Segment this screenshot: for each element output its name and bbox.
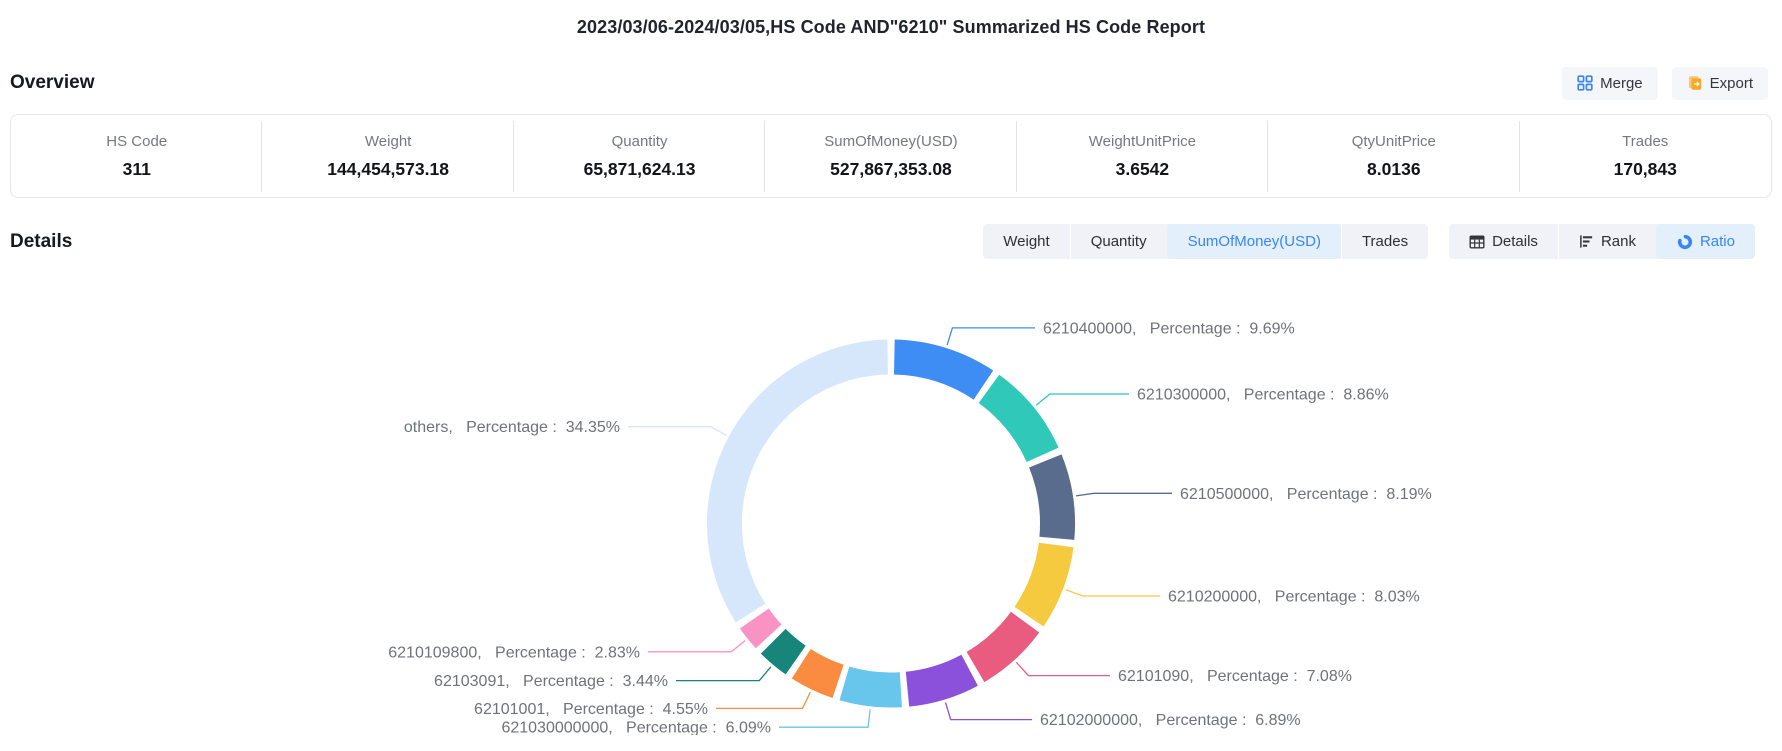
export-button-label: Export xyxy=(1709,74,1753,92)
stat-value: 311 xyxy=(122,158,151,179)
slice-label-62102000000: 62102000000, Percentage : 6.89% xyxy=(1040,712,1301,729)
stat-sum-of-money: SumOfMoney(USD) 527,867,353.08 xyxy=(765,120,1018,192)
details-heading: Details xyxy=(10,230,73,252)
slice-label-6210109800: 6210109800, Percentage : 2.83% xyxy=(388,644,640,661)
report-title-bar: 2023/03/06-2024/03/05,HS Code AND"6210" … xyxy=(0,0,1782,47)
pie-slice-62101001[interactable] xyxy=(791,649,844,698)
details-header-row: Details Weight Quantity SumOfMoney(USD) … xyxy=(10,223,1755,260)
slice-label-62101090: 62101090, Percentage : 7.08% xyxy=(1118,668,1352,685)
stat-label: HS Code xyxy=(106,132,168,150)
ratio-donut-chart: 6210400000, Percentage : 9.69% 6210300000… xyxy=(388,320,1432,735)
stat-value: 65,871,624.13 xyxy=(583,158,696,179)
stat-value: 8.0136 xyxy=(1367,158,1421,179)
overview-actions: Merge Export xyxy=(1562,66,1768,100)
stat-label: Trades xyxy=(1622,132,1669,150)
merge-button-label: Merge xyxy=(1600,74,1643,92)
slice-label-621030000000: 621030000000, Percentage : 6.09% xyxy=(501,720,771,735)
stat-value: 527,867,353.08 xyxy=(830,158,952,179)
rank-icon xyxy=(1579,234,1594,249)
pie-slice-621030000000[interactable] xyxy=(839,666,902,708)
tab-details-view[interactable]: Details xyxy=(1449,224,1558,259)
label-leader-line xyxy=(648,640,746,653)
view-tab-group: Details Rank xyxy=(1449,224,1755,259)
stat-value: 144,454,573.18 xyxy=(327,158,449,179)
stat-value: 170,843 xyxy=(1613,158,1677,179)
slice-label-62101001: 62101001, Percentage : 4.55% xyxy=(474,701,708,718)
tab-quantity[interactable]: Quantity xyxy=(1069,224,1167,259)
label-leader-line xyxy=(716,691,811,710)
stat-hs-code: HS Code 311 xyxy=(11,120,263,192)
stat-label: Weight xyxy=(364,132,412,150)
label-leader-line xyxy=(676,666,772,682)
metric-tab-group: Weight Quantity SumOfMoney(USD) Trades xyxy=(983,224,1429,259)
tab-rank-view[interactable]: Rank xyxy=(1557,224,1656,259)
pie-slice-6210300000[interactable] xyxy=(978,374,1059,462)
overview-heading: Overview xyxy=(10,72,95,93)
pie-slice-6210200000[interactable] xyxy=(1014,542,1074,627)
stat-label: SumOfMoney(USD) xyxy=(824,132,958,150)
label-leader-line xyxy=(946,327,1035,346)
details-tab-groups: Weight Quantity SumOfMoney(USD) Trades D… xyxy=(983,224,1755,259)
label-leader-line xyxy=(1035,393,1129,406)
label-leader-line xyxy=(1075,492,1172,497)
merge-button[interactable]: Merge xyxy=(1562,66,1658,100)
pie-slice-62102000000[interactable] xyxy=(905,654,978,707)
overview-stat-card: HS Code 311 Weight 144,454,573.18 Quanti… xyxy=(10,114,1772,198)
stat-label: WeightUnitPrice xyxy=(1088,132,1197,150)
table-icon xyxy=(1469,234,1485,250)
slice-label-6210400000: 6210400000, Percentage : 9.69% xyxy=(1043,320,1295,337)
tab-sum-of-money[interactable]: SumOfMoney(USD) xyxy=(1166,224,1341,259)
label-leader-line xyxy=(944,702,1032,721)
pie-slice-62103091[interactable] xyxy=(760,628,806,675)
tab-details-label: Details xyxy=(1492,233,1538,250)
pie-slice-6210109800[interactable] xyxy=(739,608,782,649)
donut-icon xyxy=(1677,234,1693,250)
stat-value: 3.6542 xyxy=(1115,158,1170,179)
tab-ratio-label: Ratio xyxy=(1699,233,1735,250)
slice-label-others: others, Percentage : 34.35% xyxy=(404,419,620,436)
tab-rank-label: Rank xyxy=(1600,233,1636,250)
tab-ratio-view[interactable]: Ratio xyxy=(1655,224,1755,259)
label-leader-line xyxy=(1065,589,1160,597)
label-leader-line xyxy=(628,426,727,436)
pie-slice-6210500000[interactable] xyxy=(1029,454,1076,540)
pie-slice-62101090[interactable] xyxy=(966,611,1040,683)
export-icon xyxy=(1687,75,1703,91)
merge-icon xyxy=(1577,75,1593,91)
slice-label-62103091: 62103091, Percentage : 3.44% xyxy=(434,673,668,690)
tab-weight[interactable]: Weight xyxy=(983,224,1069,259)
stat-weight: Weight 144,454,573.18 xyxy=(262,120,515,192)
pie-slice-6210400000[interactable] xyxy=(894,339,994,400)
stat-label: Quantity xyxy=(611,132,668,150)
pie-slice-others[interactable] xyxy=(706,339,888,623)
tab-trades[interactable]: Trades xyxy=(1340,224,1428,259)
export-button[interactable]: Export xyxy=(1671,66,1768,100)
stat-weight-unit-price: WeightUnitPrice 3.6542 xyxy=(1017,120,1269,192)
label-leader-line xyxy=(1015,661,1110,677)
label-leader-line xyxy=(779,709,871,728)
ratio-chart-area: 6210400000, Percentage : 9.69% 6210300000… xyxy=(0,260,1782,735)
stat-label: QtyUnitPrice xyxy=(1351,132,1436,150)
slice-label-6210200000: 6210200000, Percentage : 8.03% xyxy=(1168,589,1420,606)
stat-quantity: Quantity 65,871,624.13 xyxy=(514,120,766,192)
stat-trades: Trades 170,843 xyxy=(1520,127,1771,186)
stat-qty-unit-price: QtyUnitPrice 8.0136 xyxy=(1268,120,1520,192)
slice-label-6210300000: 6210300000, Percentage : 8.86% xyxy=(1137,387,1389,404)
slice-label-6210500000: 6210500000, Percentage : 8.19% xyxy=(1180,486,1432,503)
overview-header-row: Overview Merge Export xyxy=(10,65,1768,101)
page-title: 2023/03/06-2024/03/05,HS Code AND"6210" … xyxy=(576,17,1206,37)
